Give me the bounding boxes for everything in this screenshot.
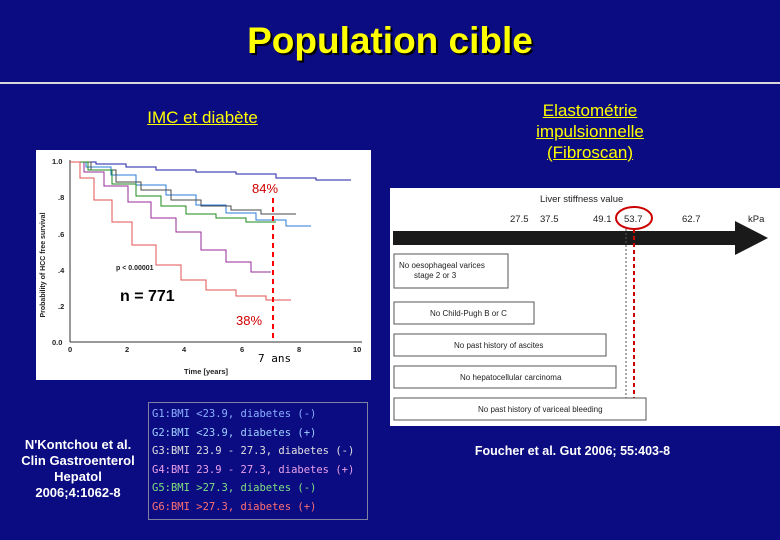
curve-g5	[70, 161, 276, 223]
left-reference-line: 2006;4:1062-8	[35, 485, 121, 500]
criterion-text: No past history of variceal bleeding	[478, 405, 603, 414]
scale-value: 62.7	[682, 214, 701, 225]
legend-item-g6: G6:BMI >27.3, diabetes (+)	[152, 500, 317, 513]
scale-value: 27.5	[510, 214, 529, 225]
criterion-subtext: stage 2 or 3	[414, 271, 457, 280]
legend-item-g1: G1:BMI <23.9, diabetes (-)	[152, 408, 317, 420]
x-tick-label: 4	[182, 345, 187, 354]
criterion-box	[393, 253, 509, 289]
right-reference: Foucher et al. Gut 2006; 55:403-8	[474, 444, 671, 458]
left-heading: IMC et diabète	[147, 108, 258, 127]
left-reference-line: Hepatol	[54, 469, 102, 484]
y-tick-label: .8	[58, 193, 64, 202]
survival-plot: Probability of HCC free survival 1.0 .8 …	[40, 157, 362, 376]
y-tick-label: .4	[58, 266, 65, 275]
curve-g2	[70, 161, 311, 227]
x-tick-label: 10	[353, 345, 361, 354]
scale-value: 37.5	[540, 214, 559, 225]
criterion-box	[393, 397, 647, 421]
annotation-38-percent: 38%	[236, 313, 263, 328]
scale-unit: kPa	[748, 214, 765, 225]
scale-value: 53.7	[624, 214, 643, 225]
criterion-box	[393, 333, 607, 357]
slide-title: Population cible	[247, 20, 533, 61]
criterion-text: No past history of ascites	[454, 341, 543, 350]
stiffness-arrow	[393, 221, 768, 255]
x-tick-label: 6	[240, 345, 244, 354]
legend-item-g3: G3:BMI 23.9 - 27.3, diabetes (-)	[152, 445, 355, 457]
criterion-box	[393, 301, 535, 325]
criterion-text: No oesophageal varices	[399, 261, 485, 270]
right-heading: Elastométrie impulsionnelle (Fibroscan)	[536, 101, 644, 162]
curve-g4	[70, 161, 271, 273]
y-tick-label: 0.0	[52, 338, 62, 347]
criterion-text: No hepatocellular carcinoma	[460, 373, 562, 382]
annotation-84-percent: 84%	[252, 181, 279, 196]
criterion-box	[393, 365, 617, 389]
x-tick-label: 0	[68, 345, 72, 354]
annotation-7-years: 7 ans	[258, 352, 292, 365]
sample-size-label: n = 771	[120, 288, 175, 305]
y-tick-label: .2	[58, 302, 64, 311]
fibroscan-panel: Liver stiffness value 27.5 37.5 49.1 53.…	[390, 188, 780, 426]
legend-item-g2: G2:BMI <23.9, diabetes (+)	[152, 426, 317, 439]
curve-g1	[70, 161, 351, 181]
y-tick-label: .6	[58, 230, 64, 239]
survival-plot-panel: Probability of HCC free survival 1.0 .8 …	[36, 150, 371, 380]
p-value-label: p < 0.00001	[116, 265, 154, 272]
scale-value: 49.1	[593, 214, 612, 225]
y-tick-label: 1.0	[52, 157, 62, 166]
criterion-text: No Child-Pugh B or C	[430, 309, 507, 318]
curve-g6	[70, 161, 291, 301]
title-divider	[0, 82, 780, 84]
left-reference-line: N'Kontchou et al.	[24, 437, 132, 452]
legend-item-g5: G5:BMI >27.3, diabetes (-)	[152, 482, 317, 494]
survival-y-axis-label: Probability of HCC free survival	[40, 212, 47, 317]
x-tick-label: 8	[297, 345, 301, 354]
left-reference: N'Kontchou et al. Clin Gastroenterol Hep…	[14, 437, 142, 501]
legend-item-g4: G4:BMI 23.9 - 27.3, diabetes (+)	[152, 463, 355, 476]
x-tick-label: 2	[125, 345, 129, 354]
group-legend: G1:BMI <23.9, diabetes (-) G2:BMI <23.9,…	[148, 402, 368, 520]
survival-x-axis-label: Time [years]	[184, 367, 229, 376]
stiffness-scale-title: Liver stiffness value	[540, 194, 623, 205]
left-reference-line: Clin Gastroenterol	[21, 453, 135, 468]
fibroscan-diagram: Liver stiffness value 27.5 37.5 49.1 53.…	[393, 194, 768, 421]
